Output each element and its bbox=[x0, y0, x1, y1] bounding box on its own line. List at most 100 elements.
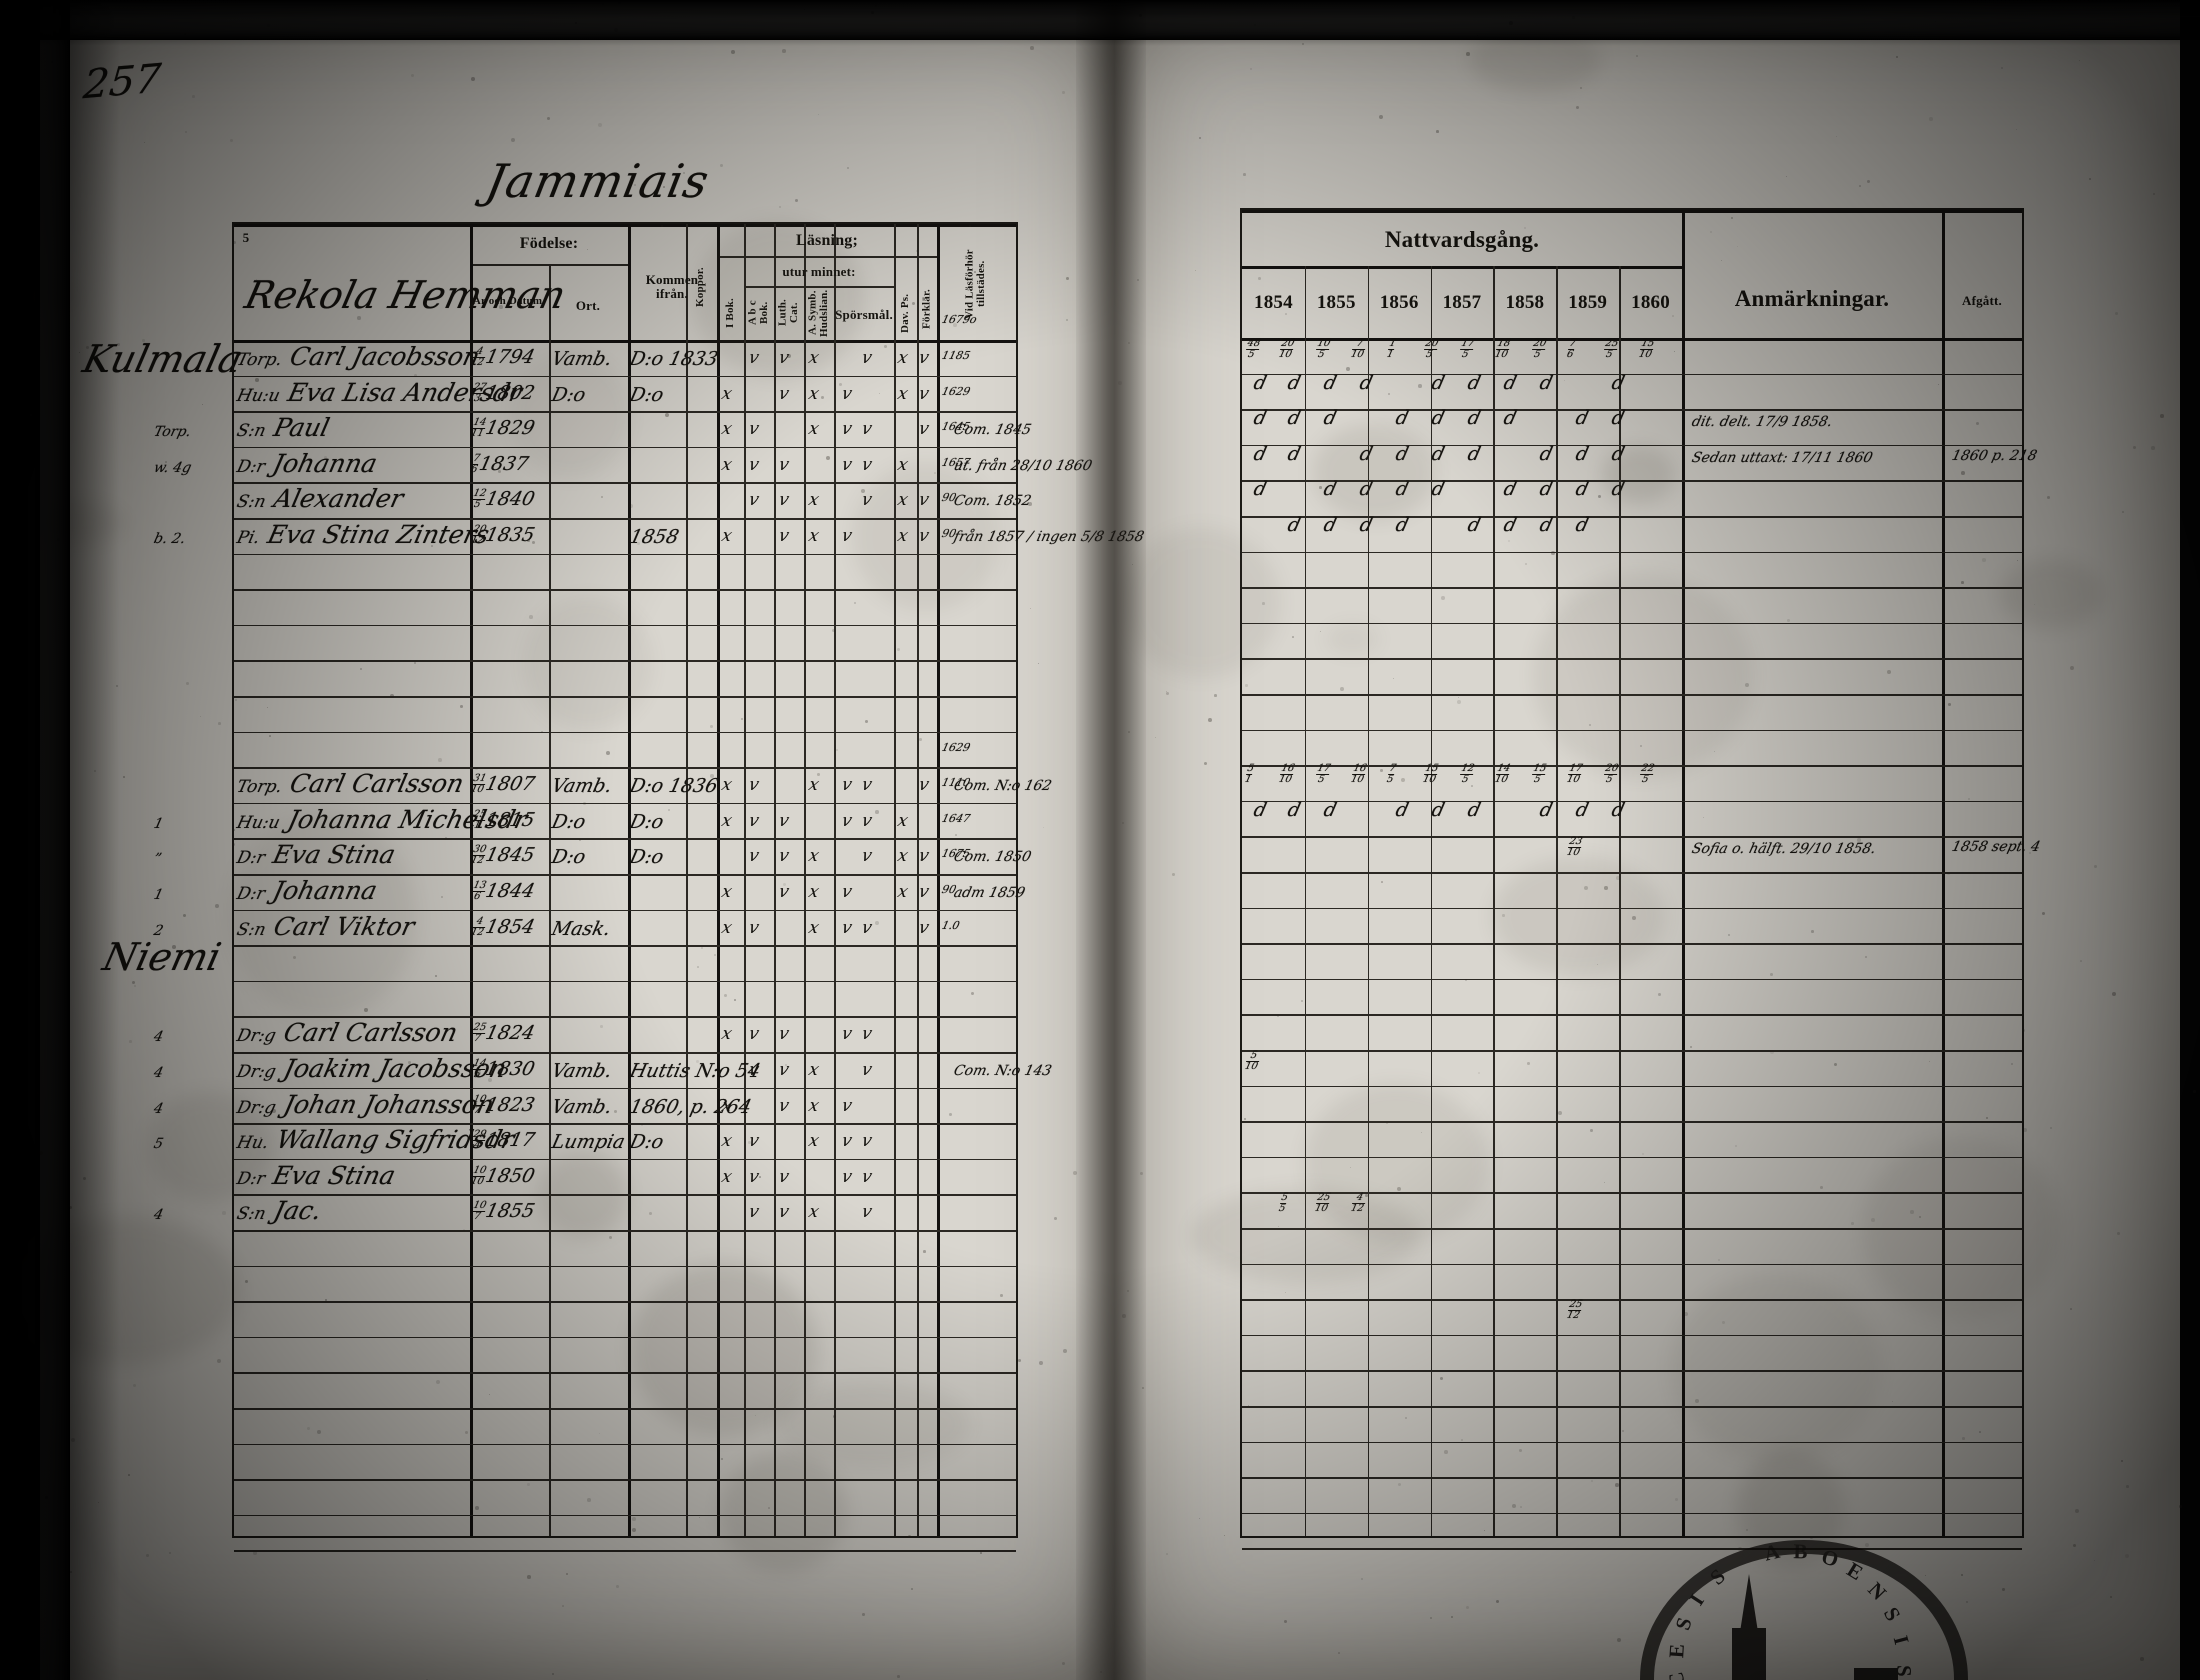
grid-line bbox=[470, 224, 473, 1536]
birth-date: 20 12 1835 bbox=[469, 524, 537, 546]
grid-line bbox=[1242, 373, 2022, 376]
grid-line bbox=[1242, 587, 2022, 589]
birth-date: 29 4 1817 bbox=[469, 1129, 537, 1151]
birth-place: D:o bbox=[549, 383, 588, 406]
moved-from: D:o bbox=[627, 1131, 666, 1154]
row-note: adm 1859 bbox=[952, 885, 1027, 901]
grid-line bbox=[1242, 907, 2022, 910]
grid-line bbox=[234, 1336, 1016, 1339]
lasforhor-summary: 1647 bbox=[940, 811, 972, 825]
lasforhor-summary: 1185 bbox=[940, 349, 972, 362]
moved-from: 1858 bbox=[627, 526, 682, 548]
seal-letter: S bbox=[1705, 1564, 1730, 1590]
paper-speck bbox=[4, 1221, 7, 1224]
person-name: D:r Eva Stina bbox=[234, 840, 399, 870]
grid-line bbox=[1242, 872, 2022, 874]
row-note: från 1857 / ingen 5/8 1858 bbox=[952, 529, 1146, 545]
grid-line bbox=[894, 224, 896, 1536]
moved-from: 1860, p. 264 bbox=[627, 1095, 754, 1118]
birth-date: 27 3 1802 bbox=[469, 382, 537, 404]
grid-line bbox=[937, 224, 940, 1536]
row-note: Com. 1850 bbox=[952, 849, 1033, 866]
grid-line bbox=[1242, 658, 2022, 660]
paper-speck bbox=[2193, 1090, 2196, 1093]
paper-speck bbox=[36, 1092, 39, 1095]
birth-place: D:o bbox=[549, 810, 588, 833]
grid-line bbox=[234, 1372, 1016, 1374]
grid-line bbox=[234, 945, 1016, 947]
header-dav-ps: Dav. Ps. bbox=[899, 293, 912, 333]
afgatt-text: 1860 p. 218 bbox=[1950, 447, 2039, 464]
person-name: Torp. Carl Carlsson bbox=[234, 769, 467, 799]
seal-letter: I bbox=[1888, 1633, 1914, 1648]
seal-letter: A bbox=[1761, 1538, 1782, 1566]
header-sporsmal: Spörsmål. bbox=[835, 307, 893, 323]
birth-date: 25 7 1824 bbox=[469, 1022, 537, 1044]
page-number: 257 bbox=[81, 55, 163, 109]
grid-line bbox=[1242, 1156, 2022, 1159]
birth-place: Vamb. bbox=[549, 1095, 615, 1118]
header-i-bok: I Bok. bbox=[724, 298, 737, 328]
year-header: 1855 bbox=[1316, 292, 1356, 314]
seal-letter: E bbox=[1664, 1643, 1690, 1659]
grid-line bbox=[804, 224, 806, 1536]
year-header: 1857 bbox=[1442, 292, 1482, 314]
birth-date: 10 7 1823 bbox=[469, 1094, 537, 1116]
grid-line bbox=[234, 553, 1016, 556]
annotation-text: Sofia o. hälft. 29/10 1858. bbox=[1690, 841, 1878, 858]
grid-line bbox=[234, 909, 1016, 912]
birth-date: 12 5 1840 bbox=[469, 488, 537, 510]
grid-line bbox=[1304, 266, 1307, 1536]
year-header: 1859 bbox=[1568, 292, 1608, 314]
row-note: Com. 1845 bbox=[952, 422, 1033, 439]
grid-line bbox=[234, 375, 1016, 378]
birth-place: Vamb. bbox=[549, 348, 615, 370]
grid-line bbox=[628, 224, 631, 1536]
row-side-annotation: Torp. bbox=[152, 424, 193, 441]
moved-from: D:o bbox=[627, 846, 666, 869]
birth-date: 4 12 1794 bbox=[469, 346, 537, 368]
grid-line bbox=[1556, 266, 1558, 1536]
person-name: S:n Carl Viktor bbox=[234, 911, 418, 941]
birth-date: 30 12 1845 bbox=[469, 844, 537, 867]
seal-letter: N bbox=[1863, 1577, 1892, 1605]
household-name-niemi: Niemi bbox=[98, 935, 226, 979]
header-luth-cat: Luth. Cat. bbox=[776, 299, 800, 327]
grid-line bbox=[717, 256, 937, 258]
grid-line bbox=[1242, 1512, 2022, 1515]
village-title: Jammiais bbox=[481, 154, 714, 208]
header-a-symb-hudslian: A. Symb. Hudslian. bbox=[806, 289, 830, 337]
seal-letter: E bbox=[1842, 1557, 1868, 1585]
grid-line bbox=[1242, 551, 2022, 554]
grid-line bbox=[1242, 800, 2022, 803]
grid-line bbox=[1242, 1121, 2022, 1123]
grid-line bbox=[1242, 266, 1682, 269]
person-name: Pi. Eva Stina Zinters bbox=[234, 520, 493, 549]
grid-line bbox=[1242, 1441, 2022, 1444]
birth-place: D:o bbox=[549, 846, 588, 869]
moved-from: Huttis N:o 54 bbox=[627, 1060, 763, 1082]
grid-line bbox=[234, 1443, 1016, 1446]
grid-line bbox=[234, 696, 1016, 698]
person-name: D:r Johanna bbox=[234, 876, 380, 905]
grid-line bbox=[549, 264, 551, 1536]
grid-line bbox=[1242, 694, 2022, 696]
grid-line bbox=[234, 1301, 1016, 1303]
birth-date: 7 6 1837 bbox=[469, 452, 531, 475]
farm-heading: Rekola Hemman bbox=[240, 273, 570, 317]
grid-line bbox=[234, 980, 1016, 983]
moved-from: D:o bbox=[627, 810, 666, 833]
person-name: S:n Jac. bbox=[234, 1196, 325, 1226]
right-register-table: Nattvardsgång. Anmärkningar. Afgått. 185… bbox=[1240, 208, 2024, 1550]
grid-line bbox=[234, 1550, 1016, 1552]
grid-line bbox=[1242, 1299, 2022, 1301]
lasforhor-summary: 1679o bbox=[940, 313, 979, 327]
header-fodelse: Födelse: bbox=[519, 234, 579, 252]
row-note: Com. N:o 162 bbox=[952, 778, 1054, 795]
header-lasning: Läsning; bbox=[795, 231, 859, 249]
header-koppor: Koppor. bbox=[694, 267, 707, 307]
grid-line bbox=[1242, 210, 2022, 213]
grid-line bbox=[774, 224, 776, 1536]
grid-line bbox=[1242, 1085, 2022, 1088]
